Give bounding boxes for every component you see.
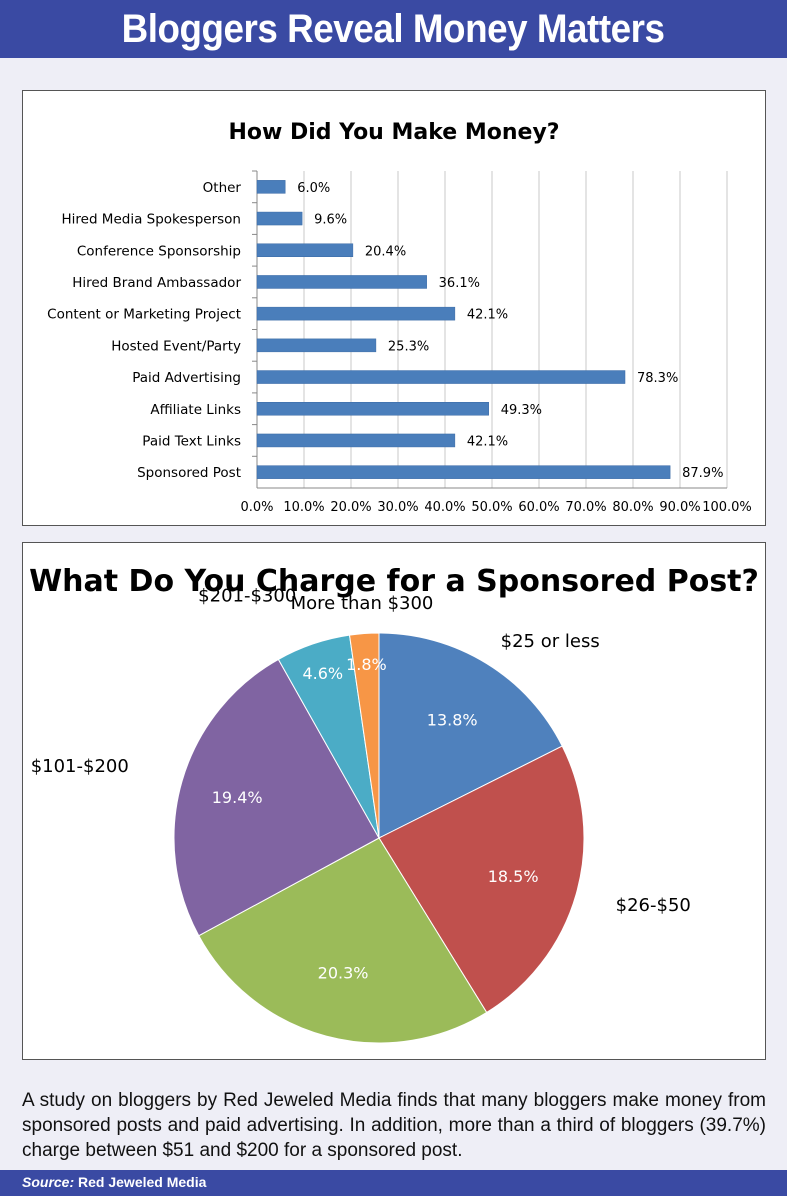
bar-chart-title: How Did You Make Money? <box>228 120 559 145</box>
source-bar: Source: Red Jeweled Media <box>0 1170 787 1196</box>
category-label: Affiliate Links <box>150 402 241 418</box>
data-label: 25.3% <box>388 339 429 354</box>
pie-value-label: 19.4% <box>212 788 263 807</box>
data-label: 20.4% <box>365 244 406 259</box>
summary-caption: A study on bloggers by Red Jeweled Media… <box>22 1090 766 1161</box>
pie-chart-title: What Do You Charge for a Sponsored Post? <box>29 564 759 599</box>
pie-category-label: $26-$50 <box>616 895 691 916</box>
x-tick-label: 40.0% <box>424 500 465 515</box>
bar-0 <box>256 180 286 194</box>
pie-value-label: 13.8% <box>427 710 478 729</box>
category-label: Conference Sponsorship <box>77 243 241 259</box>
pie-category-label: More than $300 <box>291 593 434 614</box>
source-label: Source: <box>22 1174 75 1190</box>
pie-category-label: $201-$300 <box>198 585 296 606</box>
category-label: Content or Marketing Project <box>47 307 241 323</box>
data-label: 9.6% <box>314 213 347 228</box>
x-tick-label: 20.0% <box>330 500 371 515</box>
pie-category-label: $101-$200 <box>31 756 129 777</box>
x-tick-label: 50.0% <box>471 500 512 515</box>
pie-slice-0 <box>378 632 563 839</box>
data-label: 36.1% <box>439 276 480 291</box>
pie-category-label: $25 or less <box>501 631 600 652</box>
bar-4 <box>256 306 456 321</box>
bar-7 <box>256 402 489 416</box>
category-label: Paid Text Links <box>142 433 241 449</box>
bar-1 <box>256 211 303 226</box>
x-tick-label: 100.0% <box>702 500 752 515</box>
pie-chart: What Do You Charge for a Sponsored Post?… <box>29 564 759 1085</box>
bar-8 <box>256 433 456 448</box>
data-label: 42.1% <box>467 434 508 449</box>
bar-2 <box>256 243 354 257</box>
x-tick-label: 30.0% <box>377 500 418 515</box>
pie-slice-1 <box>378 745 585 1014</box>
pie-value-label: 20.3% <box>318 964 369 983</box>
pie-chart-panel: What Do You Charge for a Sponsored Post?… <box>22 542 766 1085</box>
bar-chart-panel: How Did You Make Money? Other Hired Media… <box>22 90 766 526</box>
bar-5 <box>256 338 377 353</box>
header-banner: Bloggers Reveal Money Matters <box>0 0 787 58</box>
x-tick-label: 90.0% <box>659 500 700 515</box>
data-label: 49.3% <box>501 403 542 418</box>
data-label: 42.1% <box>467 308 508 323</box>
bar-3 <box>256 275 427 289</box>
category-label: Hired Brand Ambassador <box>72 275 241 291</box>
bar-9 <box>256 465 671 479</box>
x-tick-label: 60.0% <box>518 500 559 515</box>
category-label: Sponsored Post <box>137 465 241 481</box>
pie-value-label: 18.5% <box>488 867 539 886</box>
x-tick-label: 70.0% <box>565 500 606 515</box>
data-label: 78.3% <box>637 371 678 386</box>
bar-6 <box>256 370 626 384</box>
pie-value-label: 1.8% <box>346 655 387 674</box>
bar-chart: How Did You Make Money? Other Hired Media… <box>47 120 752 515</box>
pie-slice-2 <box>198 837 488 1044</box>
page-title: Bloggers Reveal Money Matters <box>122 6 665 51</box>
source-line: Source: Red Jeweled Media <box>22 1174 206 1190</box>
pie-slice-5 <box>348 632 380 839</box>
x-tick-label: 10.0% <box>283 500 324 515</box>
category-label: Hired Media Spokesperson <box>61 212 241 228</box>
x-tick-label: 80.0% <box>612 500 653 515</box>
category-label: Other <box>203 180 242 196</box>
x-tick-label: 0.0% <box>240 500 273 515</box>
source-name: Red Jeweled Media <box>78 1174 207 1190</box>
category-label: Paid Advertising <box>132 370 241 386</box>
data-label: 87.9% <box>682 466 723 481</box>
pie-value-label: 4.6% <box>302 664 343 683</box>
category-label: Hosted Event/Party <box>111 338 241 354</box>
data-label: 6.0% <box>297 181 330 196</box>
pie-slice-3 <box>173 658 380 937</box>
